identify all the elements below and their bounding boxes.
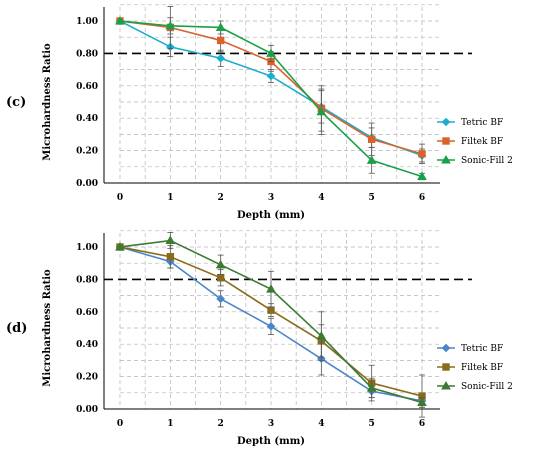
x-tick-label: 5 [369,419,375,429]
x-axis-title: Depth (mm) [237,436,305,447]
x-tick-label: 1 [167,419,173,429]
data-point [417,171,427,181]
x-tick-label: 1 [167,193,173,203]
y-tick-label: 0.40 [76,340,98,350]
legend-swatch-marker [441,117,451,127]
x-tick-label: 6 [419,419,425,429]
data-point [266,71,276,81]
legend-label: Tetric BF [461,118,503,128]
data-point [366,382,377,392]
data-point [115,15,125,25]
y-tick-label: 0.20 [76,373,98,383]
legend-label: Filtek BF [461,137,503,147]
data-point [417,397,427,407]
data-point [266,284,276,293]
y-tick-label: 0.60 [76,82,98,92]
legend-label: Filtek BF [461,363,503,373]
y-tick-label: 1.00 [76,243,98,253]
data-point [216,294,225,304]
x-tick-label: 0 [117,419,123,429]
x-tick-label: 3 [268,193,274,203]
legend-swatch-marker [441,154,451,164]
data-point [267,306,275,314]
y-tick-label: 0.80 [76,275,98,285]
data-point [216,36,225,45]
data-point [418,150,426,158]
y-tick-label: 0.80 [76,49,98,59]
y-tick-label: 0.00 [76,405,98,415]
legend-swatch-marker [441,343,451,353]
x-tick-label: 2 [218,193,224,203]
data-point [266,48,276,57]
y-tick-label: 0.40 [76,114,98,124]
panel-label: (d) [6,321,27,336]
legend-swatch-marker [442,137,450,145]
data-point [115,241,125,251]
legend-swatch-marker [441,380,451,390]
data-point [165,235,176,245]
y-tick-label: 0.00 [76,179,98,189]
data-point [215,259,226,269]
legend-swatch-marker [442,363,450,371]
y-axis-title: Microhardness Ratio [42,43,53,161]
data-point [316,331,327,340]
data-point [367,135,376,143]
x-tick-label: 2 [218,419,224,429]
x-axis-title: Depth (mm) [237,210,305,221]
data-point [216,53,225,63]
data-point [366,155,377,164]
legend-label: Sonic-Fill 2 [461,156,513,166]
y-tick-label: 0.60 [76,308,98,318]
data-point [316,106,327,116]
data-point [166,253,175,261]
data-point [216,274,225,282]
data-point [215,22,226,31]
x-tick-label: 0 [117,193,123,203]
x-tick-label: 5 [369,193,375,203]
panel-label: (c) [6,95,26,110]
data-point [165,20,176,30]
y-tick-label: 0.20 [76,147,98,157]
y-tick-label: 1.00 [76,17,98,27]
legend-label: Tetric BF [461,344,503,354]
x-tick-label: 4 [318,419,324,429]
x-tick-label: 6 [419,193,425,203]
legend-label: Sonic-Fill 2 [461,382,513,392]
data-point [266,322,276,331]
y-axis-title: Microhardness Ratio [42,269,53,387]
x-tick-label: 3 [268,419,274,429]
x-tick-label: 4 [318,193,324,203]
